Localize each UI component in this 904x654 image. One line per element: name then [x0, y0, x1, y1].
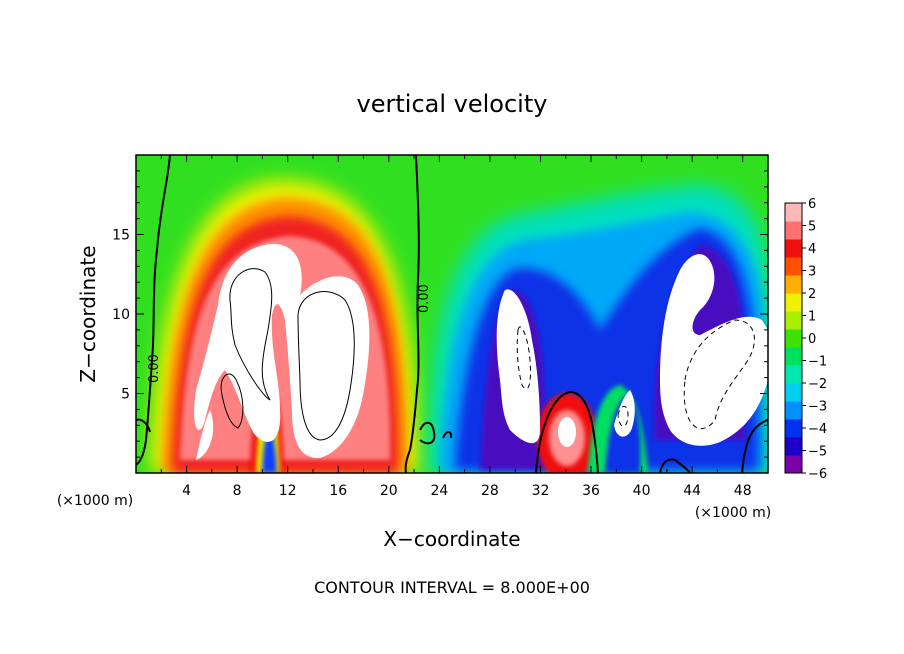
- y-axis-ticks: 5 10 15: [112, 170, 768, 458]
- colorbar-swatch: [785, 329, 802, 348]
- colorbar-tick-label: 3: [808, 265, 816, 280]
- colorbar-tick-label: 5: [808, 220, 816, 235]
- chart-title: vertical velocity: [357, 90, 548, 118]
- colorbar-swatch: [785, 311, 802, 330]
- colorbar-tick-label: −3: [808, 400, 827, 415]
- colorbar-swatch: [785, 347, 802, 366]
- x-tick-label: 28: [481, 483, 499, 499]
- colorbar-tick-label: −2: [808, 377, 827, 392]
- colorbar-swatch: [785, 455, 802, 474]
- contours-positive: [220, 268, 355, 441]
- x-tick-label: 24: [430, 483, 448, 499]
- colorbar-tick-label: 1: [808, 310, 816, 325]
- colorbar-tick-label: −6: [808, 467, 827, 482]
- x-tick-label: 20: [380, 483, 398, 499]
- x-axis-ticks: 4 8 12 16 20 24 28 32 36 40 44 48: [160, 155, 752, 499]
- colorbar-tick-label: 0: [808, 332, 816, 347]
- colorbar-tick-label: 2: [808, 287, 816, 302]
- zero-contours: [136, 155, 768, 473]
- contour-interval-footer: CONTOUR INTERVAL = 8.000E+00: [314, 578, 590, 597]
- x-tick-label: 48: [734, 483, 752, 499]
- x-tick-label: 4: [182, 483, 191, 499]
- colorbar-swatch: [785, 293, 802, 312]
- colorbar-tick-label: −5: [808, 445, 827, 460]
- saturated-regions: [194, 243, 768, 460]
- colorbar-swatch: [785, 275, 802, 294]
- y-tick-label: 10: [112, 307, 130, 323]
- x-tick-label: 40: [633, 483, 651, 499]
- colorbar-tick-label: 4: [808, 242, 816, 257]
- x-axis-label: X−coordinate: [383, 527, 520, 551]
- x-unit-label-right: (×1000 m): [695, 505, 771, 521]
- x-tick-label: 32: [532, 483, 550, 499]
- x-tick-label: 36: [582, 483, 600, 499]
- x-tick-label: 8: [233, 483, 242, 499]
- contour-label-left: 0.00: [147, 354, 162, 383]
- colorbar-tick-label: 6: [808, 197, 816, 212]
- colorbar-tick-label: −4: [808, 422, 827, 437]
- y-axis-label: Z−coordinate: [76, 245, 100, 382]
- contours-negative: [516, 319, 755, 430]
- colorbar-swatch: [785, 365, 802, 384]
- x-tick-label: 44: [683, 483, 701, 499]
- colorbar-swatch: [785, 419, 802, 438]
- contour-label-center: 0.00: [417, 284, 432, 313]
- colorbar-tick-label: −1: [808, 355, 827, 370]
- colorbar: 6 5 4 3 2 1 0 −1 −2 −3 −4 −5 −6: [784, 197, 827, 482]
- colorbar-swatch: [785, 221, 802, 240]
- colorbar-swatch: [785, 401, 802, 420]
- colorbar-swatch: [785, 257, 802, 276]
- colorbar-swatch: [785, 383, 802, 402]
- y-tick-label: 5: [121, 387, 130, 403]
- colorbar-swatch: [785, 437, 802, 456]
- x-tick-label: 16: [329, 483, 347, 499]
- x-tick-label: 12: [279, 483, 297, 499]
- plot-area: 0.00 0.00: [136, 155, 768, 473]
- colorbar-swatch: [785, 203, 802, 222]
- y-tick-label: 15: [112, 228, 130, 244]
- colorbar-swatch: [785, 239, 802, 258]
- x-unit-label-left: (×1000 m): [57, 493, 133, 509]
